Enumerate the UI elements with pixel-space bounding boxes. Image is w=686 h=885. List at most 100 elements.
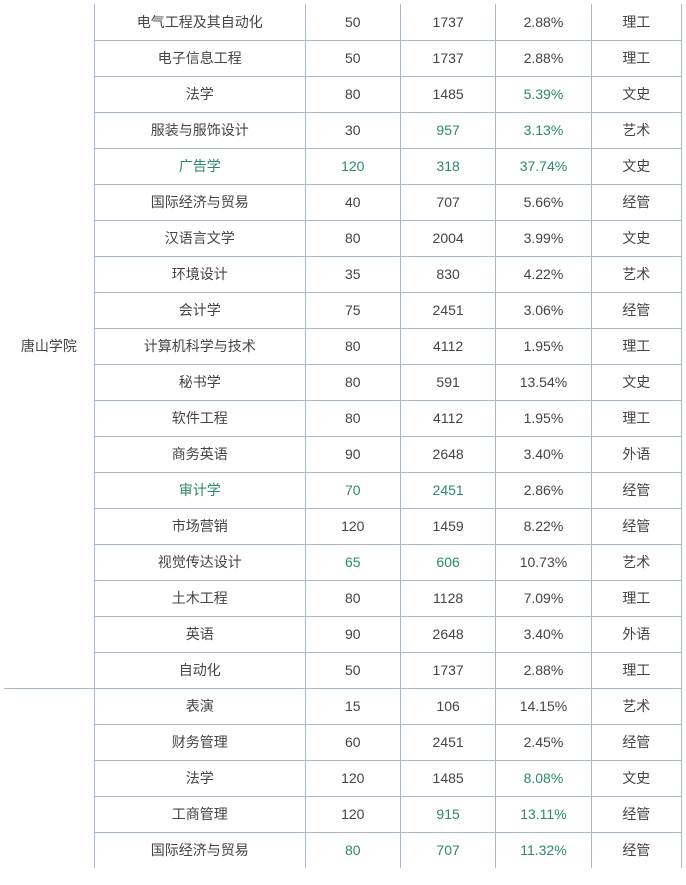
table-cell: 13.54% [496,364,591,400]
table-row: 工商管理12091513.11%经管 [4,796,682,832]
table-cell: 经管 [591,724,681,760]
table-cell: 1737 [400,40,495,76]
table-cell: 80 [305,76,400,112]
school-label: 唐山学院 [4,4,94,688]
table-cell: 120 [305,796,400,832]
table-cell: 自动化 [94,652,305,688]
table-cell: 艺术 [591,112,681,148]
table-cell: 40 [305,184,400,220]
table-cell: 4112 [400,328,495,364]
table-cell: 软件工程 [94,400,305,436]
table-row: 国际经济与贸易407075.66%经管 [4,184,682,220]
table-row: 国际经济与贸易8070711.32%经管 [4,832,682,868]
table-cell: 13.11% [496,796,591,832]
table-cell: 审计学 [94,472,305,508]
table-cell: 文史 [591,148,681,184]
table-row: 环境设计358304.22%艺术 [4,256,682,292]
table-row: 计算机科学与技术8041121.95%理工 [4,328,682,364]
table-row: 汉语言文学8020043.99%文史 [4,220,682,256]
table-cell: 37.74% [496,148,591,184]
table-cell: 1459 [400,508,495,544]
table-cell: 80 [305,328,400,364]
table-cell: 7.09% [496,580,591,616]
table-cell: 财务管理 [94,724,305,760]
table-cell: 318 [400,148,495,184]
table-row: 英语9026483.40%外语 [4,616,682,652]
table-cell: 2004 [400,220,495,256]
table-cell: 15 [305,688,400,724]
table-cell: 环境设计 [94,256,305,292]
table-cell: 35 [305,256,400,292]
table-cell: 3.40% [496,616,591,652]
table-cell: 商务英语 [94,436,305,472]
table-cell: 工商管理 [94,796,305,832]
table-cell: 法学 [94,76,305,112]
table-cell: 外语 [591,436,681,472]
table-cell: 市场营销 [94,508,305,544]
table-cell: 957 [400,112,495,148]
table-cell: 计算机科学与技术 [94,328,305,364]
table-row: 广告学12031837.74%文史 [4,148,682,184]
table-cell: 2.45% [496,724,591,760]
table-cell: 文史 [591,76,681,112]
table-cell: 3.06% [496,292,591,328]
table-cell: 法学 [94,760,305,796]
table-cell: 文史 [591,220,681,256]
table-row: 审计学7024512.86%经管 [4,472,682,508]
table-cell: 视觉传达设计 [94,544,305,580]
table-cell: 3.40% [496,436,591,472]
data-table-wrapper: 唐山学院电气工程及其自动化5017372.88%理工电子信息工程5017372.… [4,4,682,868]
table-cell: 70 [305,472,400,508]
table-cell: 理工 [591,652,681,688]
table-row: 视觉传达设计6560610.73%艺术 [4,544,682,580]
table-cell: 606 [400,544,495,580]
table-cell: 2451 [400,724,495,760]
table-cell: 50 [305,652,400,688]
table-row: 秘书学8059113.54%文史 [4,364,682,400]
table-cell: 会计学 [94,292,305,328]
table-cell: 文史 [591,364,681,400]
table-row: 表演1510614.15%艺术 [4,688,682,724]
table-cell: 2.88% [496,4,591,40]
table-cell: 1.95% [496,400,591,436]
table-cell: 1128 [400,580,495,616]
table-cell: 经管 [591,184,681,220]
table-cell: 75 [305,292,400,328]
table-row: 电子信息工程5017372.88%理工 [4,40,682,76]
table-cell: 经管 [591,292,681,328]
table-cell: 广告学 [94,148,305,184]
table-cell: 30 [305,112,400,148]
table-cell: 4112 [400,400,495,436]
table-cell: 经管 [591,796,681,832]
table-cell: 经管 [591,832,681,868]
table-cell: 14.15% [496,688,591,724]
table-cell: 外语 [591,616,681,652]
table-row: 商务英语9026483.40%外语 [4,436,682,472]
majors-table: 唐山学院电气工程及其自动化5017372.88%理工电子信息工程5017372.… [4,4,682,868]
table-row: 财务管理6024512.45%经管 [4,724,682,760]
table-cell: 1.95% [496,328,591,364]
table-row: 会计学7524513.06%经管 [4,292,682,328]
table-cell: 707 [400,184,495,220]
table-cell: 文史 [591,760,681,796]
table-cell: 汉语言文学 [94,220,305,256]
table-cell: 8.08% [496,760,591,796]
table-cell: 5.39% [496,76,591,112]
table-cell: 2648 [400,436,495,472]
table-cell: 电子信息工程 [94,40,305,76]
table-cell: 国际经济与贸易 [94,832,305,868]
table-row: 法学8014855.39%文史 [4,76,682,112]
table-cell: 591 [400,364,495,400]
table-cell: 2.86% [496,472,591,508]
table-cell: 1737 [400,4,495,40]
table-cell: 理工 [591,40,681,76]
table-cell: 国际经济与贸易 [94,184,305,220]
table-row: 服装与服饰设计309573.13%艺术 [4,112,682,148]
table-cell: 2451 [400,472,495,508]
table-cell: 2.88% [496,40,591,76]
table-cell: 秘书学 [94,364,305,400]
table-row: 市场营销12014598.22%经管 [4,508,682,544]
table-cell: 1737 [400,652,495,688]
table-row: 土木工程8011287.09%理工 [4,580,682,616]
table-cell: 1485 [400,76,495,112]
